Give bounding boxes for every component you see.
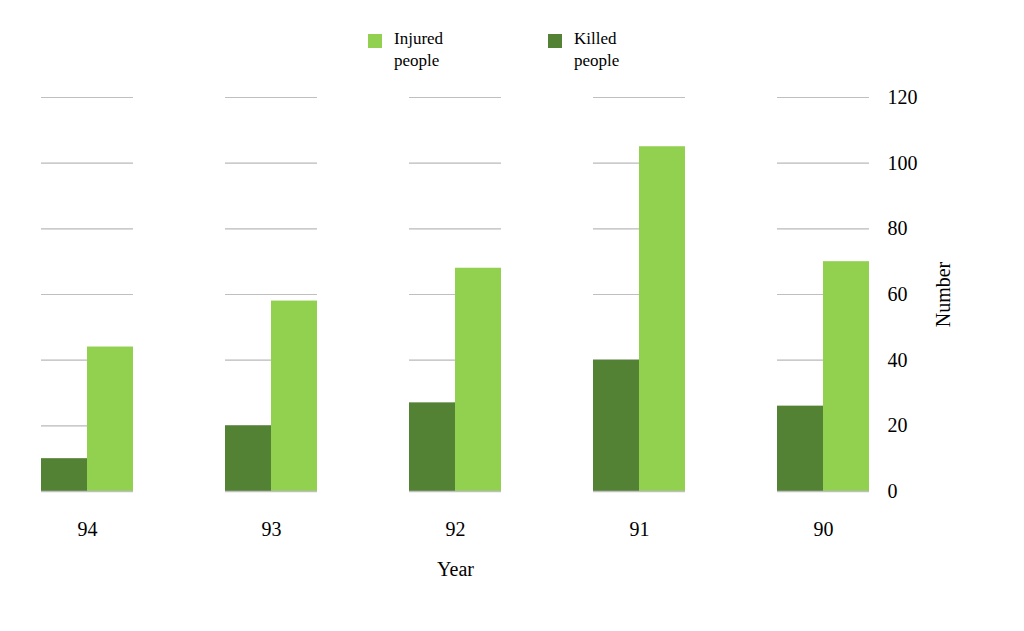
html-text:Killed people: Killed people [574, 29, 620, 70]
svg-text:80: 80 [888, 217, 908, 239]
svg-text:Year: Year [437, 558, 474, 580]
svg-text:20: 20 [888, 414, 908, 436]
svg-text:0: 0 [888, 480, 898, 502]
svg-text:94: 94 [78, 518, 98, 540]
svg-text:90: 90 [814, 518, 834, 540]
svg-text:92: 92 [446, 518, 466, 540]
svg-text:60: 60 [888, 283, 908, 305]
svg-text:91: 91 [630, 518, 650, 540]
svg-text:93: 93 [262, 518, 282, 540]
svg-text:40: 40 [888, 349, 908, 371]
svg-text:120: 120 [888, 86, 918, 108]
svg-text:100: 100 [888, 152, 918, 174]
html-text:Injured people: Injured people [394, 29, 444, 70]
svg-text:Number: Number [932, 261, 954, 327]
